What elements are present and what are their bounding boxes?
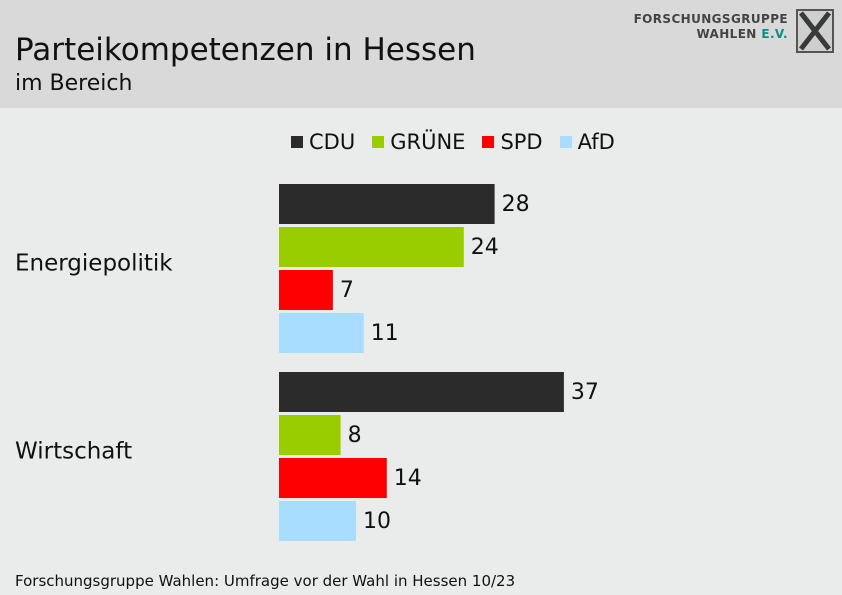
bar-cdu-1 (279, 372, 564, 412)
bar-chart: Energiepolitik 2824 7 11 Wirtschaft 37 8 1410 (0, 0, 842, 595)
bar-value-label: 10 (363, 509, 391, 534)
bar-afd-1 (279, 501, 356, 541)
source-note: Forschungsgruppe Wahlen: Umfrage vor der… (15, 571, 515, 591)
bar-grüne-0 (279, 227, 464, 267)
bar-afd-0 (279, 313, 364, 353)
bar-value-label: 28 (502, 192, 530, 217)
bar-value-label: 37 (571, 380, 599, 405)
bar-spd-0 (279, 270, 333, 310)
category-label: Wirtschaft (15, 439, 132, 465)
category-label: Energiepolitik (15, 251, 173, 277)
bar-value-label: 11 (371, 321, 399, 346)
bar-cdu-0 (279, 184, 495, 224)
bar-value-label: 24 (471, 235, 499, 260)
bar-value-label: 7 (340, 278, 354, 303)
bar-grüne-1 (279, 415, 341, 455)
bar-value-label: 14 (394, 466, 422, 491)
bar-value-label: 8 (348, 423, 362, 448)
bar-spd-1 (279, 458, 387, 498)
